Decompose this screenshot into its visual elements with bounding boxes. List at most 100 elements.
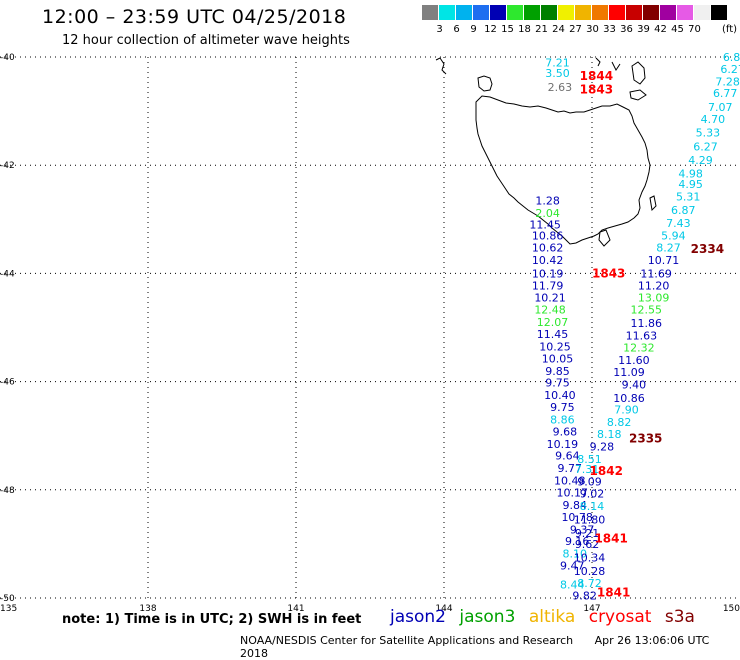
wave-height-reading: 9.77 [558,462,583,475]
tasmania-outline [475,95,651,245]
wave-height-reading: 11.45 [537,328,569,341]
wave-height-reading: 9.64 [555,450,580,463]
tasmania-coastline [435,57,657,247]
scale-label: 21 [535,24,548,35]
scale-swatch [677,5,694,20]
wave-height-reading: 10.28 [574,565,606,578]
wave-height-reading: 3.50 [545,67,570,80]
wave-height-reading: 9.85 [545,365,570,378]
wave-height-reading: 10.42 [532,254,564,267]
wave-height-reading: 10.40 [544,389,576,402]
wave-height-reading: 8.14 [580,500,605,513]
wave-height-reading: 10.19 [532,267,564,280]
longitude-label: 141 [287,604,304,614]
latitude-label: -48 [0,486,15,496]
longitude-label: 138 [139,604,156,614]
wave-height-reading: 8.44 [560,578,585,591]
wave-height-reading: 6.81 [723,51,740,64]
wave-height-reading: 10.34 [574,551,606,564]
flinders-island-outline [631,61,646,85]
legend-s3a: s3a [664,607,695,627]
cape-barren-island-outline [629,89,647,101]
wave-height-reading: 8.51 [577,453,602,466]
scale-swatch [524,5,541,20]
scale-label: 3 [436,24,443,35]
wave-height-reading: 4.98 [678,167,703,180]
wave-height-reading: 1.28 [535,194,560,207]
wave-height-reading: 4.95 [678,178,703,191]
wave-height-reading: 10.86 [613,392,645,405]
scale-swatch [660,5,677,20]
legend-jason2: jason2 [390,607,446,627]
longitude-label: 147 [583,604,600,614]
wave-height-reading: 10.86 [532,230,564,243]
units-note: note: 1) Time is in UTC; 2) SWH is in fe… [62,612,362,627]
scale-swatch [507,5,524,20]
wave-height-reading: 7.43 [666,217,691,230]
bass-strait-coast-outline [435,57,621,75]
maria-island-outline [649,195,657,212]
wave-height-reading: 10.21 [534,292,566,305]
scale-swatch [626,5,643,20]
wave-height-reading: 6.27 [720,63,740,76]
wave-height-reading: 5.31 [676,191,701,204]
wave-height-reading: 9.47 [560,560,585,573]
wave-height-reading: 10.25 [539,340,571,353]
wave-height-reading: 13.09 [638,292,670,305]
pass-number-label: 1841 [597,586,630,600]
scale-swatch [490,5,507,20]
pass-number-label: 1841 [594,531,627,545]
scale-swatch [643,5,660,20]
wave-height-reading: 9.84 [562,499,587,512]
wave-height-reading: 12.07 [537,316,569,329]
longitude-label: 135 [0,604,17,614]
wave-height-reading: 8.86 [550,413,575,426]
scale-label: 45 [671,24,684,35]
graticule [0,56,740,599]
pass-number-label: 1843 [580,82,613,96]
scale-swatch [473,5,490,20]
scale-swatch [541,5,558,20]
wave-height-reading: 8.18 [597,428,622,441]
scale-label: 33 [603,24,616,35]
wave-height-reading: 12.32 [623,342,655,355]
wave-height-reading: 7.07 [708,101,733,114]
wave-height-reading: 10.17 [557,487,589,500]
pass-number-label: 2334 [691,242,724,256]
wave-height-reading: 7.21 [545,56,570,69]
wave-height-reading: 9.75 [545,377,570,390]
wave-height-reading: 9.09 [577,476,602,489]
scale-unit: (ft) [722,24,738,35]
axis-labels: 135 138 141 144 147 150 -40 -42 -44 -46 -48 -50 [0,53,740,614]
wave-height-reading: 8.27 [656,241,681,254]
wave-height-reading: 11.79 [532,279,564,292]
scale-label: 36 [620,24,633,35]
wave-height-reading: 11.86 [631,317,663,330]
bruny-island-outline [598,229,611,247]
wave-height-reading: 10.62 [532,241,564,254]
scale-swatch [609,5,626,20]
wave-height-reading: 9.28 [590,441,615,454]
wave-height-reading: 8.82 [607,416,632,429]
scale-label: 70 [688,24,701,35]
wave-height-reading: 9.16 [565,535,590,548]
latitude-label: -50 [0,594,15,604]
wave-height-reading: 9.82 [572,589,597,602]
scale-swatch [558,5,575,20]
wave-height-reading: 10.48 [554,475,586,488]
scale-label: 39 [637,24,650,35]
source-credit: NOAA/NESDIS Center for Satellite Applica… [240,634,574,647]
wave-height-reading: 2.04 [535,207,560,220]
footer: NOAA/NESDIS Center for Satellite Applica… [240,634,740,660]
wave-height-reading: 7.90 [614,404,639,417]
latitude-label: -46 [0,378,15,388]
latitude-label: -40 [0,53,15,63]
wave-height-reading: 10.05 [542,352,574,365]
scale-label: 9 [470,24,477,35]
longitude-label: 144 [435,604,452,614]
wave-height-reading: 5.94 [661,230,686,243]
scale-swatch [592,5,609,20]
wave-height-reading: 4.29 [688,154,713,167]
